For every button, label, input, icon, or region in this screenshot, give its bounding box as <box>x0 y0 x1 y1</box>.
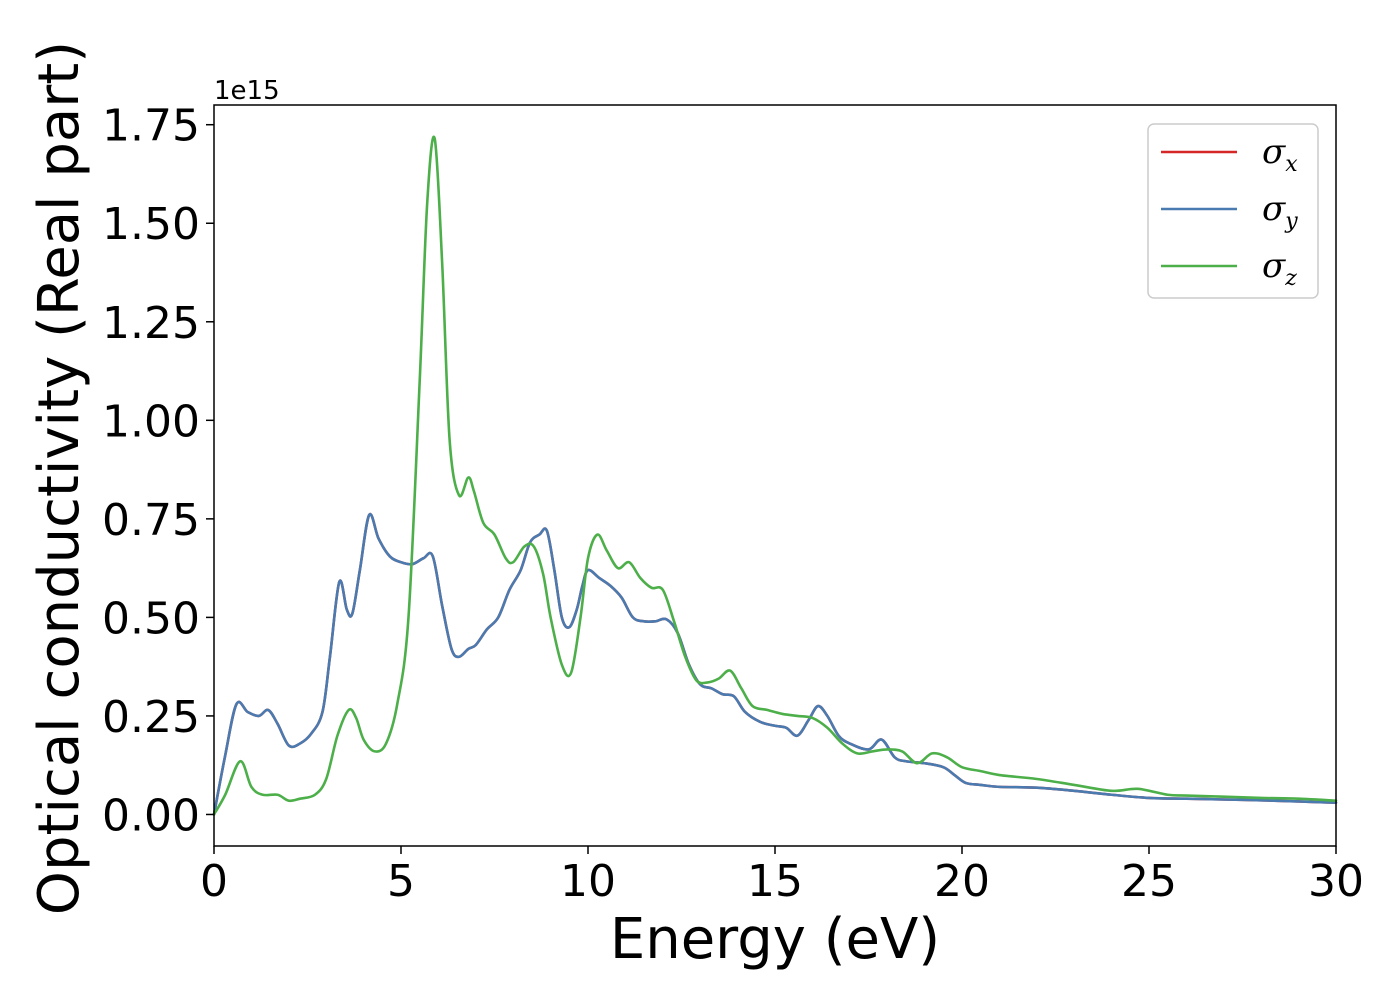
x-tick-label: 5 <box>387 856 415 907</box>
x-axis-label: Energy (eV) <box>610 907 940 972</box>
x-tick-label: 20 <box>934 856 990 907</box>
y-axis: 0.00 0.25 0.50 0.75 1.00 1.25 1.50 1.75 <box>102 101 214 841</box>
y-tick-label: 1.00 <box>102 396 200 447</box>
y-tick-label: 0.75 <box>102 495 200 546</box>
y-tick-label: 1.75 <box>102 101 200 152</box>
series-line-y <box>212 512 1338 816</box>
y-tick-label: 1.25 <box>102 298 200 349</box>
x-axis: 0 5 10 15 20 25 30 <box>200 846 1364 907</box>
x-tick-label: 10 <box>560 856 616 907</box>
x-tick-label: 0 <box>200 856 228 907</box>
legend-label-y: σy <box>1262 189 1298 234</box>
y-tick-label: 0.25 <box>102 692 200 743</box>
x-tick-label: 30 <box>1308 856 1364 907</box>
x-tick-label: 25 <box>1121 856 1177 907</box>
series-line-z <box>212 135 1338 816</box>
series-layer <box>212 135 1338 816</box>
y-axis-label: Optical conductivity (Real part) <box>27 41 92 915</box>
legend-label-z: σz <box>1262 246 1297 291</box>
y-offset-label: 1e15 <box>214 76 280 106</box>
legend: σx σy σz <box>1147 123 1319 299</box>
legend-box <box>1147 123 1319 299</box>
y-tick-label: 1.50 <box>102 199 200 250</box>
y-tick-label: 0.00 <box>102 790 200 841</box>
x-tick-label: 15 <box>747 856 803 907</box>
legend-label-x: σx <box>1262 132 1298 177</box>
y-tick-label: 0.50 <box>102 593 200 644</box>
